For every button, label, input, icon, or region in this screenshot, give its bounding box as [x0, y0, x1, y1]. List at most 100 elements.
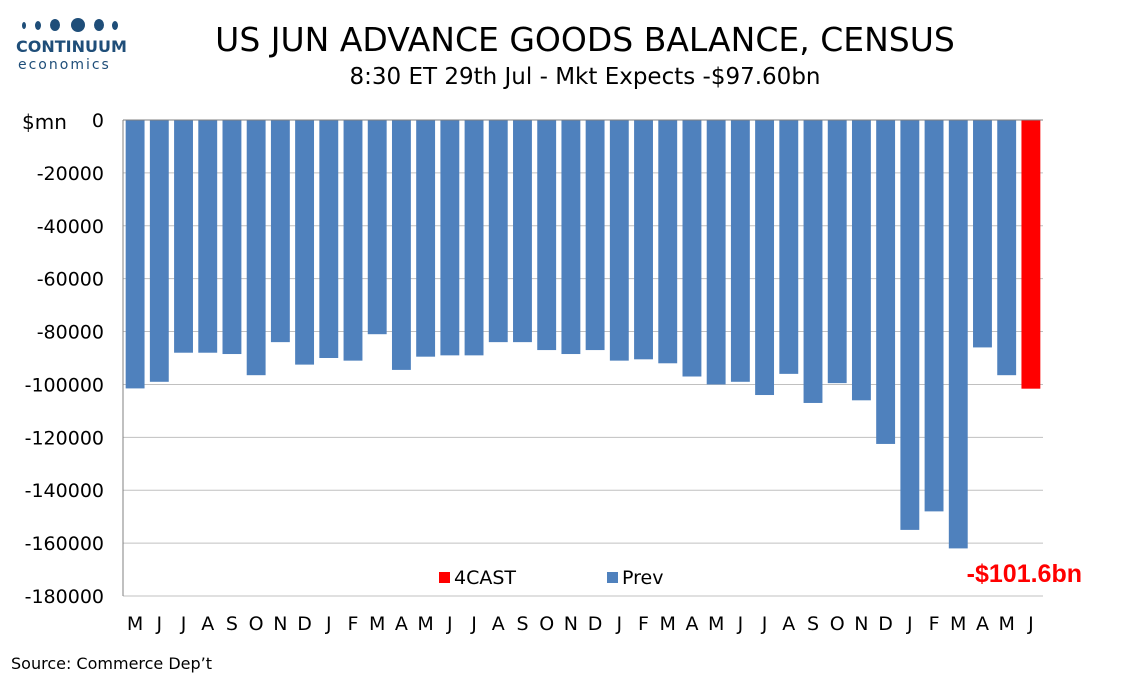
x-tick-label: O — [830, 613, 845, 635]
prev-bar — [416, 120, 436, 357]
x-tick-label: J — [616, 613, 623, 635]
prev-bar — [851, 120, 871, 401]
x-tick-label: S — [226, 613, 238, 635]
x-tick-label: M — [417, 613, 433, 635]
source-note: Source: Commerce Dep’t — [11, 654, 213, 673]
legend-label: Prev — [622, 567, 663, 589]
x-tick-label: J — [470, 613, 477, 635]
x-tick-label: D — [588, 613, 603, 635]
x-tick-label: J — [1027, 613, 1034, 635]
prev-bar — [270, 120, 290, 343]
x-tick-label: J — [906, 613, 913, 635]
logo-dots-icon — [18, 18, 118, 32]
x-tick-label: A — [976, 613, 989, 635]
x-tick-label: A — [201, 613, 214, 635]
legend-swatch — [439, 572, 450, 583]
prev-bar — [513, 120, 532, 343]
y-tick-label: -140000 — [25, 480, 104, 502]
x-tick-label: J — [325, 613, 332, 635]
prev-bar — [198, 120, 218, 353]
x-tick-label: M — [127, 613, 143, 635]
chart-subtitle: 8:30 ET 29th Jul - Mkt Expects -$97.60bn — [349, 64, 821, 90]
y-tick-label: -160000 — [25, 533, 104, 555]
prev-bar — [174, 120, 193, 353]
x-tick-label: D — [878, 613, 893, 635]
prev-bar — [367, 120, 387, 335]
forecast-annotation: -$101.6bn — [967, 560, 1082, 588]
prev-bar — [730, 120, 750, 382]
prev-bar — [319, 120, 339, 358]
y-tick-label: -60000 — [37, 269, 104, 291]
logo-tagline: economics — [18, 57, 111, 73]
prev-bar — [488, 120, 508, 343]
prev-bar — [900, 120, 920, 530]
prev-bar — [755, 120, 775, 396]
x-tick-label: F — [348, 613, 359, 635]
prev-bar — [973, 120, 992, 348]
prev-bar — [779, 120, 799, 374]
prev-bar — [876, 120, 896, 444]
prev-bar — [537, 120, 557, 351]
prev-bar — [634, 120, 653, 360]
prev-bar — [222, 120, 242, 355]
prev-bar — [246, 120, 266, 376]
x-tick-label: S — [807, 613, 819, 635]
prev-bar — [464, 120, 484, 356]
y-axis-label: $mn — [22, 110, 67, 134]
prev-bar — [561, 120, 581, 355]
logo-wordmark: CONTINUUM — [16, 37, 127, 56]
x-tick-label: S — [516, 613, 528, 635]
prev-bar — [682, 120, 702, 377]
x-tick-label: N — [854, 613, 868, 635]
prev-bar — [803, 120, 823, 403]
prev-bar — [295, 120, 315, 365]
prev-bar — [948, 120, 968, 549]
y-tick-label: -20000 — [37, 163, 104, 185]
x-tick-label: A — [492, 613, 505, 635]
prev-bar — [149, 120, 169, 382]
x-tick-label: N — [564, 613, 578, 635]
x-tick-label: A — [685, 613, 698, 635]
chart-title: US JUN ADVANCE GOODS BALANCE, CENSUS — [215, 20, 955, 59]
forecast-bar — [1021, 120, 1041, 389]
legend-label: 4CAST — [454, 567, 516, 589]
y-tick-label: -80000 — [37, 322, 104, 344]
prev-bar — [391, 120, 411, 370]
x-tick-label: O — [539, 613, 554, 635]
prev-bar — [706, 120, 726, 385]
prev-bar — [924, 120, 944, 512]
x-tick-label: J — [761, 613, 768, 635]
prev-bar — [997, 120, 1017, 376]
legend-swatch — [607, 572, 618, 583]
x-tick-label: M — [708, 613, 724, 635]
x-tick-label: F — [929, 613, 940, 635]
y-tick-label: 0 — [92, 110, 104, 132]
x-tick-label: A — [782, 613, 795, 635]
x-tick-label: J — [446, 613, 453, 635]
prev-bar — [125, 120, 145, 389]
prev-bar — [440, 120, 460, 356]
x-tick-label: F — [638, 613, 649, 635]
y-tick-label: -180000 — [25, 586, 104, 608]
y-tick-label: -100000 — [25, 374, 104, 396]
x-tick-label: M — [950, 613, 966, 635]
prev-bar — [585, 120, 605, 351]
prev-bar — [827, 120, 847, 384]
x-tick-label: J — [180, 613, 187, 635]
x-tick-label: M — [369, 613, 385, 635]
x-tick-label: D — [297, 613, 312, 635]
x-tick-label: N — [273, 613, 287, 635]
x-tick-label: J — [737, 613, 744, 635]
y-tick-label: -120000 — [25, 427, 104, 449]
x-tick-label: M — [660, 613, 676, 635]
x-tick-label: A — [395, 613, 408, 635]
x-tick-label: O — [249, 613, 264, 635]
x-tick-label: J — [156, 613, 163, 635]
prev-bar — [658, 120, 678, 364]
prev-bar — [609, 120, 629, 361]
x-tick-label: M — [998, 613, 1014, 635]
continuum-logo: CONTINUUM economics — [12, 12, 136, 74]
prev-bar — [343, 120, 363, 361]
y-tick-label: -40000 — [37, 216, 104, 238]
